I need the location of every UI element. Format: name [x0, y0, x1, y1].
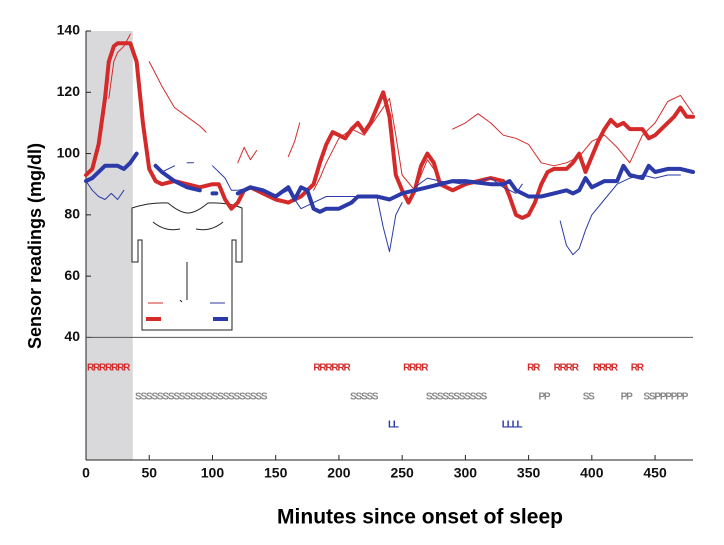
x-tick-label: 0	[82, 465, 90, 481]
y-tick-label: 100	[57, 144, 81, 160]
x-axis-label: Minutes since onset of sleep	[277, 506, 563, 529]
series-line	[84, 41, 695, 220]
event-label: RRRR	[403, 363, 429, 374]
x-tick-label: 50	[141, 465, 157, 481]
series-line	[108, 33, 694, 191]
event-label: RRRRRR	[313, 363, 351, 374]
torso-illustration	[131, 202, 243, 331]
event-label: SSPPPPPP	[643, 392, 688, 403]
event-label: SSSSS	[350, 392, 379, 403]
shaded-region	[86, 31, 133, 460]
x-tick-label: 200	[327, 465, 351, 481]
series-line	[84, 151, 695, 214]
event-label: RR	[527, 363, 541, 374]
x-tick-label: 150	[264, 465, 288, 481]
x-tick-label: 400	[580, 465, 604, 481]
event-label: PP	[538, 392, 550, 403]
x-tick-label: 250	[390, 465, 414, 481]
event-label: LL	[388, 420, 399, 431]
x-tick-label: 350	[517, 465, 541, 481]
event-label: SS	[583, 392, 595, 403]
x-tick-label: 450	[643, 465, 667, 481]
event-label: RR	[631, 363, 645, 374]
y-tick-label: 120	[57, 83, 81, 99]
event-label: RRRR	[593, 363, 619, 374]
x-tick-label: 100	[201, 465, 225, 481]
x-tick-label: 300	[454, 465, 478, 481]
event-label: LLLL	[502, 420, 523, 431]
y-axis-label: Sensor readings (mg/dl)	[25, 143, 45, 349]
event-label: RRRR	[554, 363, 580, 374]
event-label: PP	[621, 392, 633, 403]
y-tick-label: 140	[57, 22, 81, 38]
event-label: SSSSSSSSSSS	[426, 392, 488, 403]
y-tick-label: 40	[64, 328, 80, 344]
event-label: RRRRRRR	[87, 363, 131, 374]
y-tick-label: 60	[64, 267, 80, 283]
event-label: SSSSSSSSSSSSSSSSSSSSSSSS	[135, 392, 268, 403]
y-tick-label: 80	[64, 206, 80, 222]
